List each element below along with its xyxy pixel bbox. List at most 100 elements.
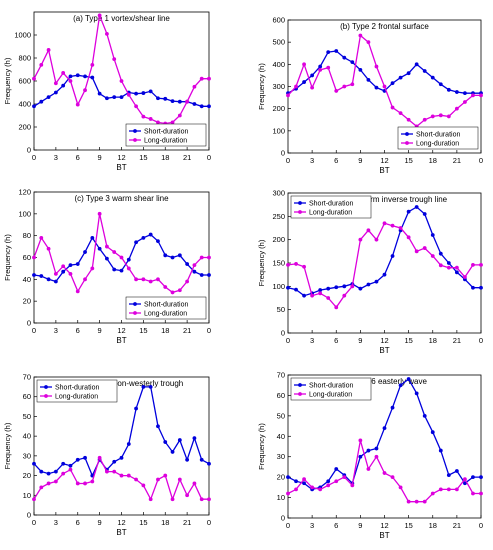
y-tick-label: 0 <box>27 146 31 155</box>
data-point <box>366 228 371 233</box>
y-tick-label: 500 <box>272 38 285 47</box>
legend-marker <box>44 394 48 398</box>
data-point <box>32 255 36 260</box>
data-point <box>61 71 66 75</box>
legend-entry: Short-duration <box>55 385 99 392</box>
chart-panel-6: (f) Type 6 easterly wave 0 3 6 9 12 15 18 21 0 BT 0… <box>257 371 483 541</box>
y-tick-label: 200 <box>272 235 285 244</box>
data-point <box>430 233 435 237</box>
data-point <box>342 475 347 480</box>
y-axis-label: Frequency (h) <box>3 234 12 281</box>
data-point <box>90 479 95 484</box>
data-point <box>326 479 331 484</box>
data-point <box>438 251 443 256</box>
data-point <box>148 89 153 94</box>
data-point <box>207 104 211 109</box>
data-point <box>105 244 109 249</box>
data-point <box>446 114 451 119</box>
data-point <box>177 113 182 118</box>
y-tick-label: 40 <box>23 275 31 284</box>
data-point <box>75 457 80 462</box>
data-point <box>454 270 459 275</box>
data-point <box>170 290 175 295</box>
data-point <box>207 273 211 277</box>
data-point <box>406 377 411 381</box>
series-line <box>287 440 481 503</box>
data-point <box>112 57 117 62</box>
data-point <box>479 491 483 496</box>
legend-box <box>290 377 372 401</box>
x-tick-label: 3 <box>310 156 314 165</box>
legend-box <box>290 195 372 219</box>
data-point <box>90 75 95 80</box>
data-point <box>463 275 467 279</box>
data-point <box>430 430 435 435</box>
data-point <box>454 469 459 473</box>
legend-box <box>397 126 479 150</box>
x-tick-label: 21 <box>183 153 191 162</box>
data-point <box>430 114 435 119</box>
series-line <box>287 206 481 297</box>
data-point <box>163 96 168 101</box>
data-point <box>199 497 204 502</box>
y-tick-label: 10 <box>277 493 285 502</box>
data-point <box>438 263 443 268</box>
legend: Short-duration Long-duration <box>125 123 207 147</box>
data-point <box>53 271 58 276</box>
data-point <box>286 491 290 496</box>
data-point <box>126 266 131 271</box>
data-point <box>134 240 138 245</box>
data-point <box>422 212 427 216</box>
legend-entry: Short-duration <box>144 129 188 136</box>
y-tick-label: 70 <box>23 373 31 382</box>
data-point <box>294 84 298 89</box>
legend-entry: Long-duration <box>416 141 459 148</box>
y-tick-label: 30 <box>23 451 31 460</box>
data-point <box>185 493 190 498</box>
chart-panel-4: (d) Type 4 warm inverse trough line 0 3 6 9 1… <box>257 189 483 356</box>
data-point <box>141 277 146 282</box>
y-tick-label: 60 <box>277 391 285 400</box>
data-point <box>177 288 182 293</box>
chart-title: (c) Type 3 warm shear line <box>74 194 169 203</box>
data-point <box>134 477 138 482</box>
legend-entry: Long-duration <box>309 392 352 399</box>
data-point <box>454 265 459 270</box>
data-point <box>479 93 483 98</box>
x-axis-label: BT <box>116 163 126 172</box>
x-tick-label: 12 <box>380 336 388 345</box>
data-point <box>463 100 467 104</box>
data-point <box>318 64 323 69</box>
data-point <box>156 120 160 125</box>
x-tick-label: 9 <box>358 521 362 530</box>
data-point <box>390 405 395 410</box>
data-point <box>112 250 117 254</box>
data-point <box>471 491 475 496</box>
x-tick-label: 0 <box>479 521 483 530</box>
y-tick-label: 120 <box>18 188 31 197</box>
series-long-duration <box>32 455 211 502</box>
data-point <box>406 209 411 214</box>
data-point <box>382 84 387 89</box>
data-point <box>119 455 124 460</box>
data-point <box>97 13 102 18</box>
x-tick-label: 6 <box>334 156 338 165</box>
data-point <box>32 76 36 81</box>
chart-title: (f) Type 6 easterly wave <box>342 377 427 386</box>
data-point <box>170 255 175 260</box>
y-axis-label: Frequency (h) <box>3 422 12 469</box>
data-point <box>105 469 109 474</box>
data-point <box>141 235 146 240</box>
legend: Short-duration Long-duration <box>290 195 372 219</box>
data-point <box>326 483 331 488</box>
data-point <box>310 485 315 490</box>
data-point <box>286 285 290 290</box>
data-point <box>422 413 427 418</box>
data-point <box>39 235 44 240</box>
data-point <box>177 99 182 104</box>
data-point <box>46 95 51 99</box>
y-tick-label: 200 <box>18 123 31 132</box>
data-point <box>382 221 387 226</box>
data-point <box>119 268 124 273</box>
series-line <box>33 13 209 125</box>
